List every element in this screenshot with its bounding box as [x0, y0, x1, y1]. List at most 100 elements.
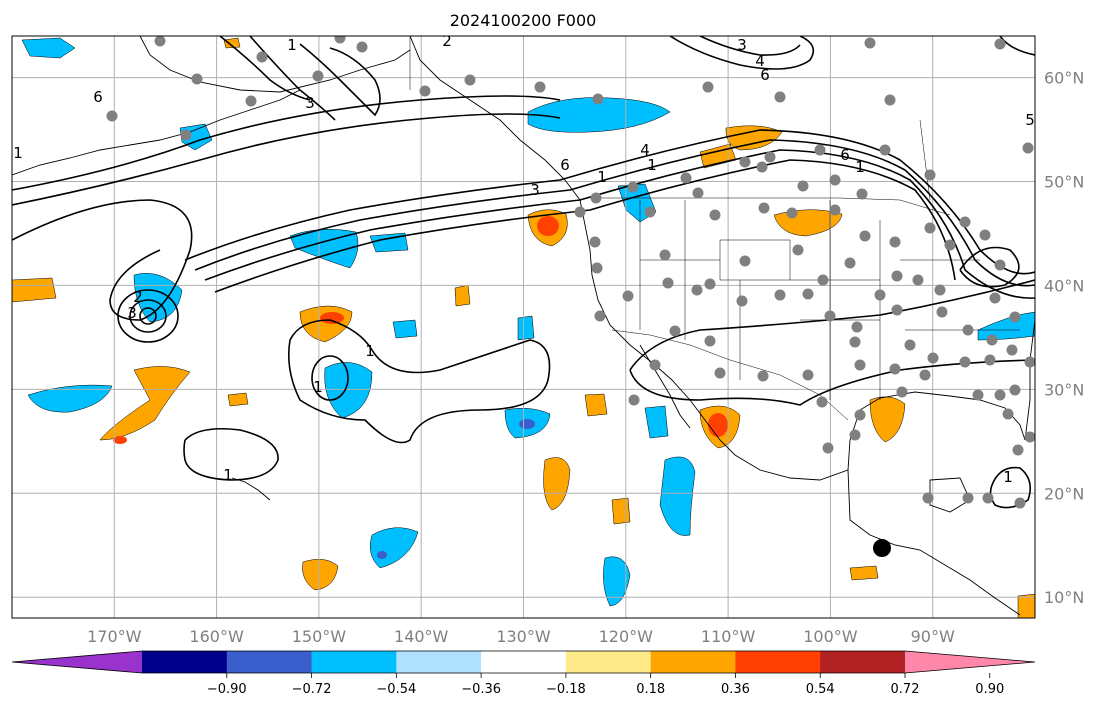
station-dot: [662, 277, 674, 289]
colorbar-extend-low: [12, 651, 142, 673]
station-dot: [864, 37, 876, 49]
lat-tick-label: 20°N: [1044, 484, 1084, 503]
coastline-baja: [639, 344, 691, 429]
shade-red: [537, 216, 559, 236]
station-dot: [649, 359, 661, 371]
map-frame: [11, 35, 1036, 619]
station-dot: [419, 85, 431, 97]
coastline-east: [1024, 319, 1035, 441]
contour-label: 1: [597, 168, 607, 186]
station-dot: [984, 354, 996, 366]
station-dot: [989, 292, 1001, 304]
station-dot: [994, 38, 1006, 50]
station-dot: [944, 239, 956, 251]
contour-line: [204, 149, 1035, 299]
colorbar-tick-label: −0.54: [376, 682, 416, 697]
gridlines: [12, 36, 1035, 618]
station-dot: [739, 255, 751, 267]
station-dot: [622, 290, 634, 302]
station-dot: [786, 207, 798, 219]
station-dot: [356, 41, 368, 53]
station-dot: [844, 257, 856, 269]
station-dot: [824, 310, 836, 322]
contour-line: [669, 36, 815, 70]
station-dot: [994, 389, 1006, 401]
contour-label: 1: [13, 144, 23, 162]
station-dot: [934, 284, 946, 296]
station-dot: [704, 278, 716, 290]
station-dot: [874, 289, 886, 301]
contour-line: [299, 43, 381, 117]
station-dot: [774, 289, 786, 301]
colorbar-tick-label: 0.18: [636, 682, 665, 697]
contour-line: [12, 199, 193, 321]
shade-red: [320, 312, 344, 324]
shade-blue: [369, 232, 409, 253]
station-dot: [245, 95, 257, 107]
station-dot: [756, 161, 768, 173]
station-dot: [896, 386, 908, 398]
figure-title: 2024100200 F000: [450, 11, 597, 30]
station-dot: [627, 181, 639, 193]
contour-label: 3: [127, 304, 137, 322]
station-dot: [797, 180, 809, 192]
shade-red: [113, 436, 127, 444]
station-dot: [589, 236, 601, 248]
shade-blue: [324, 362, 373, 419]
station-dot: [927, 352, 939, 364]
latitude-labels: 10°N 20°N 30°N 40°N 50°N 60°N: [1044, 69, 1084, 608]
colorbar-tick-label: 0.72: [891, 682, 920, 697]
station-dot: [986, 334, 998, 346]
contour-line: [214, 159, 956, 293]
station-dot: [628, 394, 640, 406]
map-content: 6 6 4 3 2 3 6 4 3 2 1 1 1 1 1 1 5 3 6 1 …: [12, 36, 1035, 618]
station-dot: [591, 262, 603, 274]
lon-tick-label: 140°W: [394, 627, 449, 646]
shade-orange: [454, 284, 471, 307]
station-dot: [891, 270, 903, 282]
colorbar-segment: [565, 651, 652, 673]
boundaries: [409, 36, 1020, 421]
colorbar-segment: [481, 651, 567, 673]
station-dot: [574, 206, 586, 218]
station-dot: [736, 295, 748, 307]
station-dot: [592, 93, 604, 105]
shade-orange: [869, 396, 906, 443]
station-dot: [704, 335, 716, 347]
lat-tick-label: 40°N: [1044, 276, 1084, 295]
contour-line: [183, 427, 279, 481]
station-dot: [312, 70, 324, 82]
colorbar-segment: [650, 651, 736, 673]
shade-blue: [27, 384, 113, 413]
contour-label: 1: [287, 36, 297, 54]
shade-orange: [543, 457, 571, 511]
lat-tick-label: 50°N: [1044, 173, 1084, 192]
station-dot: [774, 91, 786, 103]
contour-line: [629, 279, 1035, 371]
station-dot: [1024, 431, 1035, 443]
station-dot: [889, 236, 901, 248]
shade-orange: [584, 393, 608, 417]
station-dot: [691, 284, 703, 296]
station-dot: [714, 367, 726, 379]
station-dot: [1009, 384, 1021, 396]
station-dot: [924, 169, 936, 181]
station-dot: [1002, 408, 1014, 420]
station-dot: [659, 249, 671, 261]
shade-orange: [725, 125, 783, 151]
station-dot: [757, 370, 769, 382]
station-dot: [590, 192, 602, 204]
shade-navy: [519, 419, 535, 429]
contour-label: 1: [1003, 468, 1013, 486]
station-dot: [334, 36, 346, 44]
colorbar-tick-label: 0.90: [975, 682, 1004, 697]
colorbar-segment: [735, 651, 821, 673]
station-dot: [919, 369, 931, 381]
colorbar-outline: [11, 650, 1036, 674]
contour-line: [999, 36, 1035, 56]
shade-orange: [1017, 593, 1035, 618]
shade-red: [708, 413, 728, 437]
station-dot: [702, 81, 714, 93]
station-dot: [1009, 311, 1021, 323]
